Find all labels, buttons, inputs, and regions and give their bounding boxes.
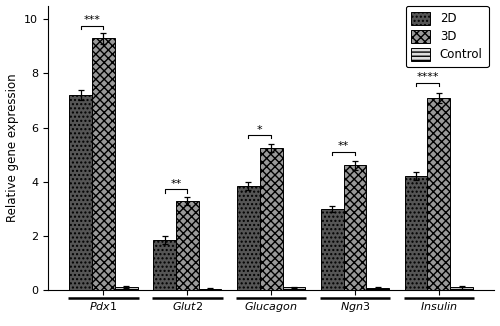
Bar bbox=[70, 95, 92, 290]
Bar bbox=[428, 98, 450, 290]
Y-axis label: Relative gene expression: Relative gene expression bbox=[6, 74, 18, 222]
Bar bbox=[282, 288, 306, 290]
Text: **: ** bbox=[338, 141, 349, 151]
Bar bbox=[404, 176, 427, 290]
Bar bbox=[153, 240, 176, 290]
Bar bbox=[344, 166, 366, 290]
Text: *: * bbox=[257, 125, 262, 135]
Bar bbox=[321, 209, 344, 290]
Text: ****: **** bbox=[416, 72, 438, 82]
Bar bbox=[260, 148, 282, 290]
Text: ***: *** bbox=[84, 15, 100, 25]
Text: **: ** bbox=[170, 179, 181, 189]
Bar bbox=[92, 38, 115, 290]
Bar bbox=[176, 201, 199, 290]
Legend: 2D, 3D, Control: 2D, 3D, Control bbox=[406, 6, 488, 67]
Bar bbox=[366, 288, 389, 290]
Bar bbox=[115, 287, 138, 290]
Bar bbox=[450, 288, 473, 290]
Bar bbox=[198, 289, 222, 290]
Bar bbox=[237, 186, 260, 290]
